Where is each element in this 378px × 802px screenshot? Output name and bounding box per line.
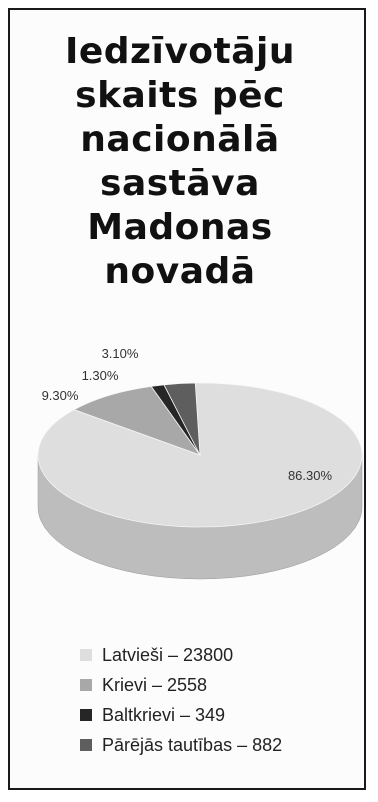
legend-item-latviesi: Latvieši – 23800 xyxy=(80,640,360,670)
legend-label-parejas: Pārējās tautības – 882 xyxy=(102,734,283,755)
legend-swatch-krievi xyxy=(80,679,92,691)
pie-slice-parejas xyxy=(163,382,201,456)
pct-label-latviesi: 86.30% xyxy=(288,468,333,483)
legend-item-parejas: Pārējās tautības – 882 xyxy=(80,730,360,760)
title-line-6: novadā xyxy=(104,251,256,292)
title-line-1: Iedzīvotāju xyxy=(64,31,296,72)
title-line-3: nacionālā xyxy=(80,119,280,160)
chart-title: Iedzīvotāju skaits pēc nacionālā sastāva… xyxy=(10,30,350,294)
legend-swatch-parejas xyxy=(80,739,92,751)
legend-swatch-latviesi xyxy=(80,649,92,661)
pie-group xyxy=(37,382,363,580)
title-line-5: Madonas xyxy=(87,207,273,248)
pct-label-parejas: 3.10% xyxy=(102,346,139,361)
legend: Latvieši – 23800 Krievi – 2558 Baltkriev… xyxy=(80,640,360,760)
legend-item-krievi: Krievi – 2558 xyxy=(80,670,360,700)
title-line-4: sastāva xyxy=(100,163,260,204)
pct-label-krievi: 9.30% xyxy=(42,388,79,403)
legend-item-baltkrievi: Baltkrievi – 349 xyxy=(80,700,360,730)
pct-label-baltkrievi: 1.30% xyxy=(82,368,119,383)
pie-slice-krievi xyxy=(73,385,202,456)
legend-label-latviesi: Latvieši – 23800 xyxy=(102,644,234,665)
legend-label-baltkrievi: Baltkrievi – 349 xyxy=(102,704,226,725)
legend-label-krievi: Krievi – 2558 xyxy=(102,674,208,695)
legend-swatch-baltkrievi xyxy=(80,709,92,721)
title-line-2: skaits pēc xyxy=(75,75,285,116)
pie-slice-latviesi xyxy=(37,382,363,528)
